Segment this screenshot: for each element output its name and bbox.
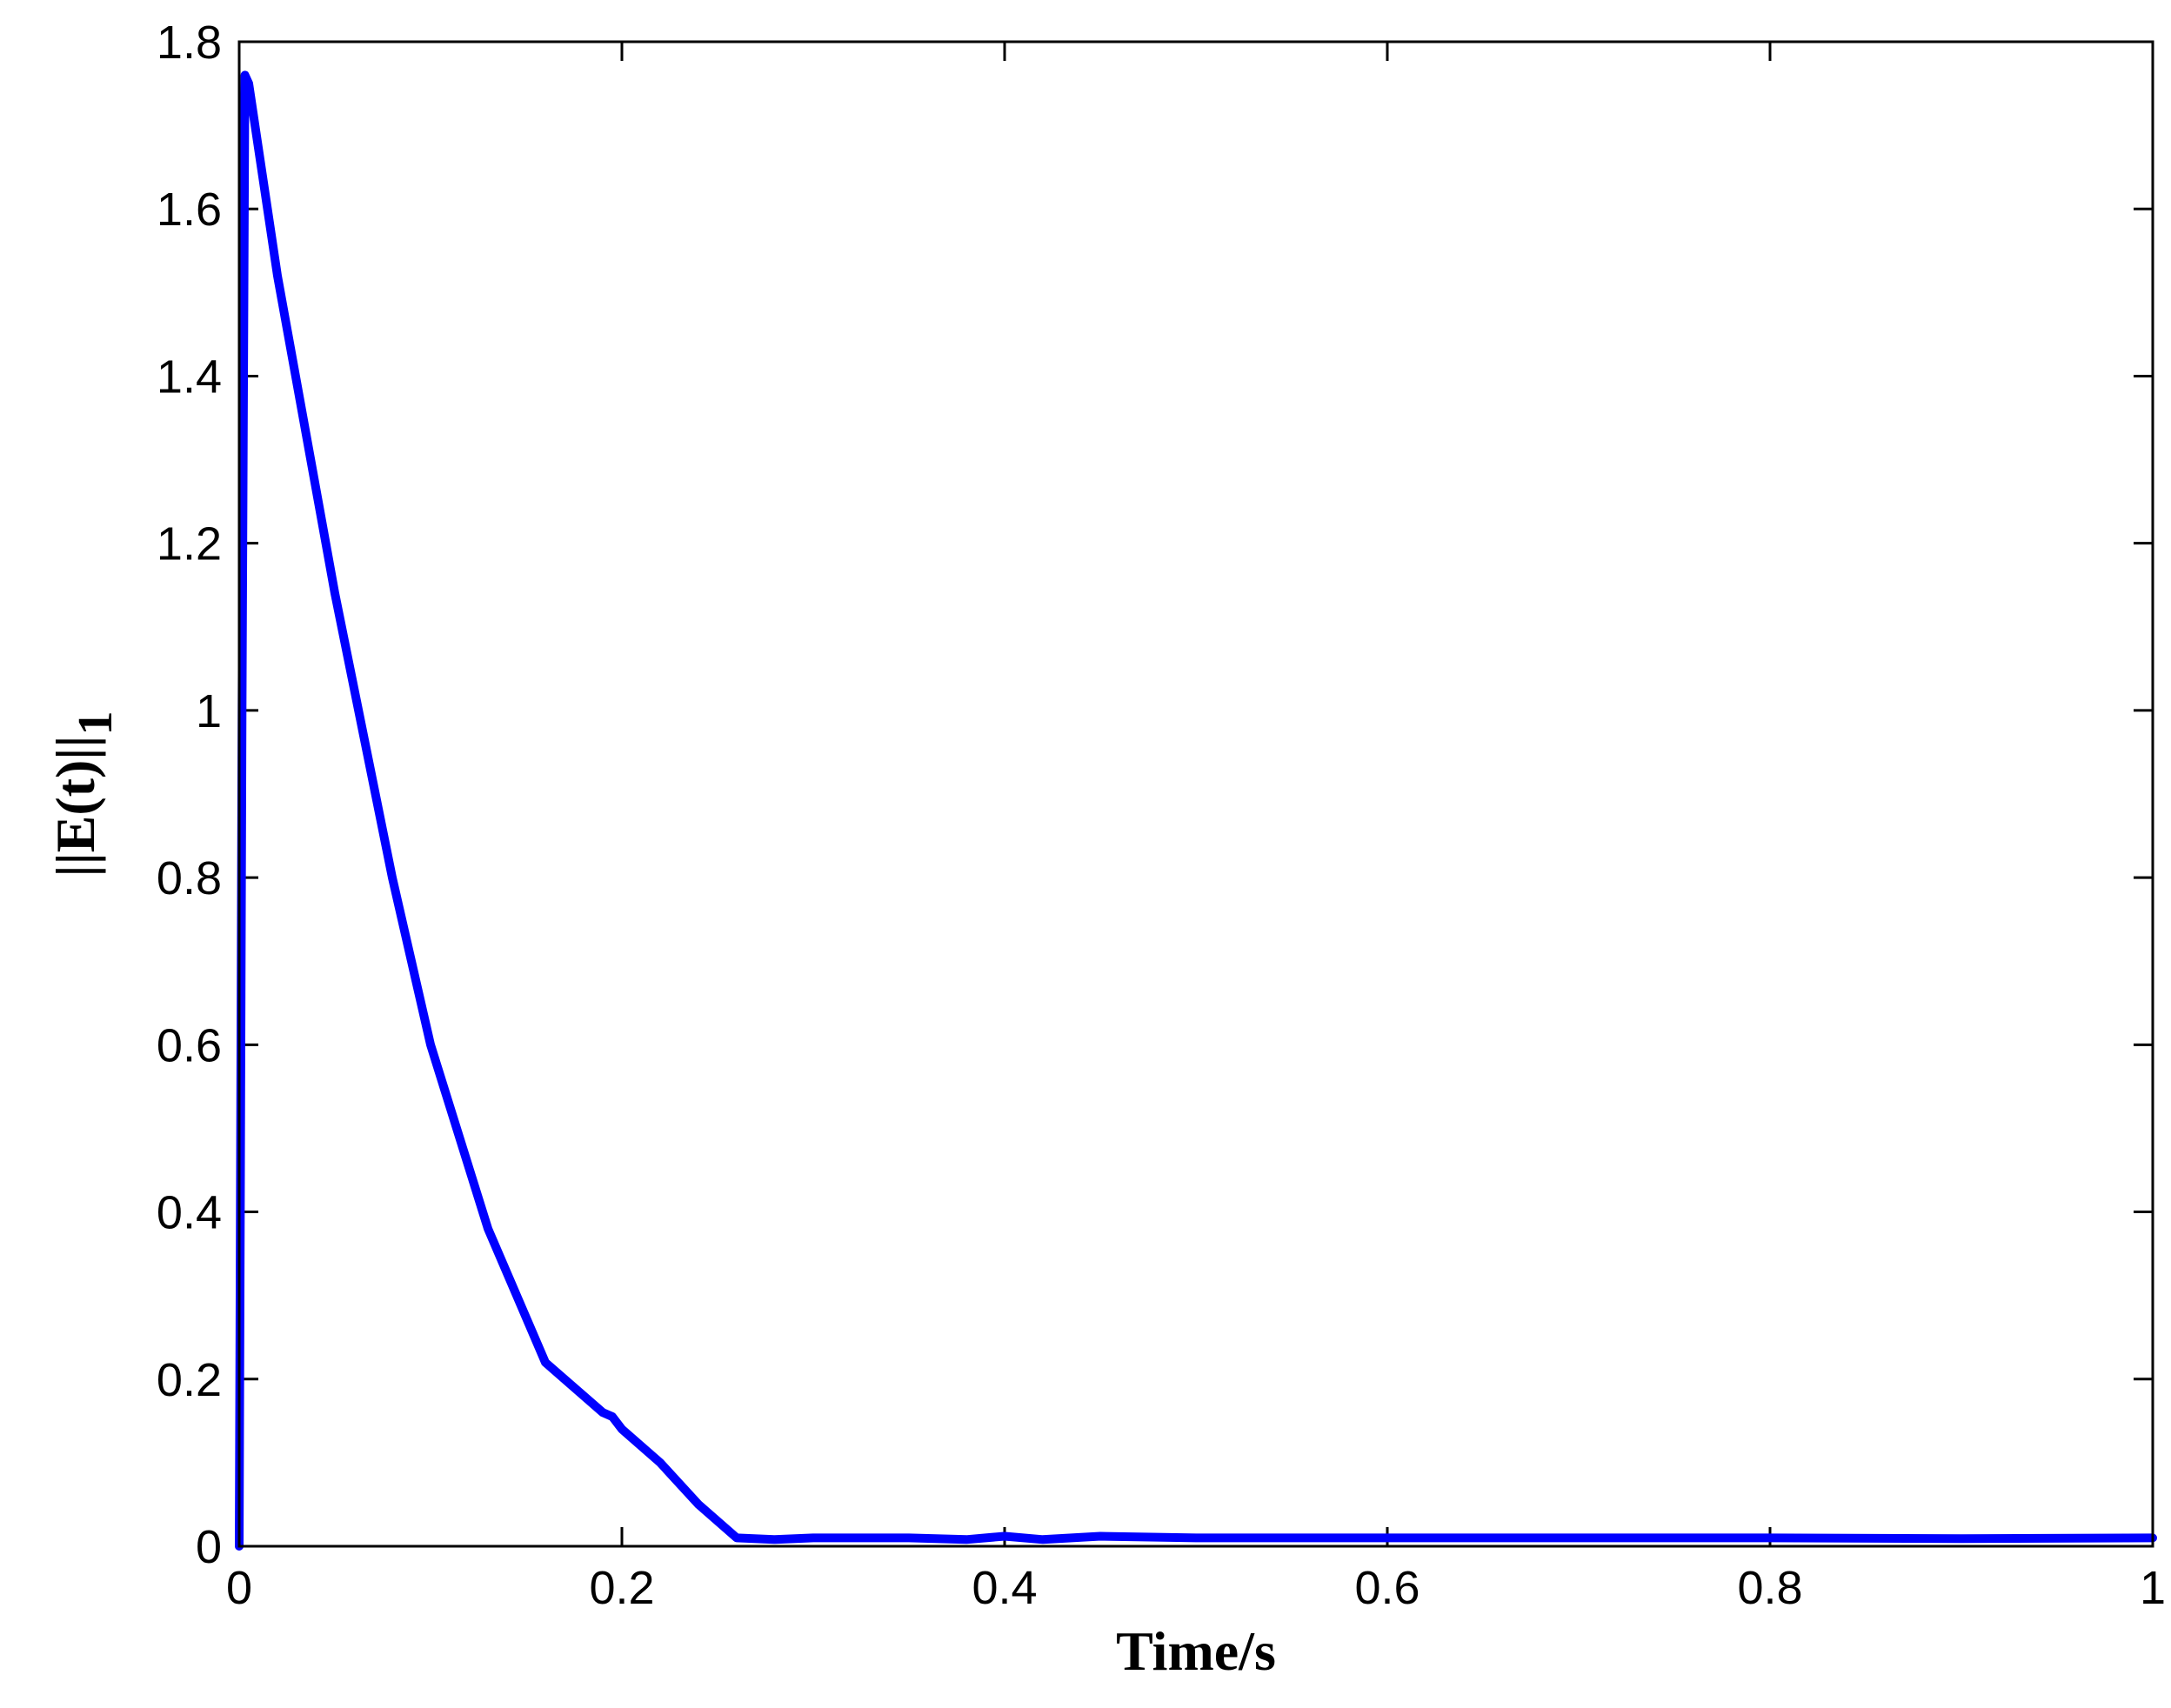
svg-text:||E(t)||1: ||E(t)||1 bbox=[44, 711, 123, 877]
x-tick-label: 0.4 bbox=[972, 1562, 1037, 1614]
y-tick-label: 0.8 bbox=[157, 852, 222, 904]
x-tick-label: 0 bbox=[226, 1562, 252, 1614]
y-tick-label: 0 bbox=[196, 1521, 222, 1573]
x-tick-label: 0.6 bbox=[1354, 1562, 1420, 1614]
y-axis-title-subscript: 1 bbox=[69, 711, 123, 736]
y-tick-label: 1.4 bbox=[157, 350, 222, 403]
y-axis-title-main: ||E(t)|| bbox=[44, 736, 106, 877]
x-tick-label: 0.8 bbox=[1737, 1562, 1802, 1614]
y-tick-label: 0.6 bbox=[157, 1019, 222, 1071]
plot-frame bbox=[237, 40, 2154, 1548]
y-tick-label: 0.4 bbox=[157, 1187, 222, 1239]
ticks-layer: 0 0.2 0.4 0.6 0.8 1 0 0.2 0.4 0.6 0.8 1 1.2 1.4 1.6 1.8 bbox=[157, 17, 2166, 1614]
series-layer bbox=[235, 70, 2157, 1551]
x-tick-label: 0.2 bbox=[589, 1562, 654, 1614]
y-axis-title: ||E(t)||1 bbox=[44, 711, 123, 877]
y-tick-label: 1.6 bbox=[157, 183, 222, 236]
y-tick-label: 1.8 bbox=[157, 17, 222, 69]
x-axis-title: Time/s bbox=[1116, 1620, 1276, 1682]
y-tick-label: 0.2 bbox=[157, 1354, 222, 1406]
x-tick-label: 1 bbox=[2140, 1562, 2166, 1614]
plot-area bbox=[239, 42, 2153, 1546]
series-line bbox=[235, 70, 2157, 1551]
y-tick-label: 1.2 bbox=[157, 518, 222, 570]
y-tick-label: 1 bbox=[196, 685, 222, 737]
